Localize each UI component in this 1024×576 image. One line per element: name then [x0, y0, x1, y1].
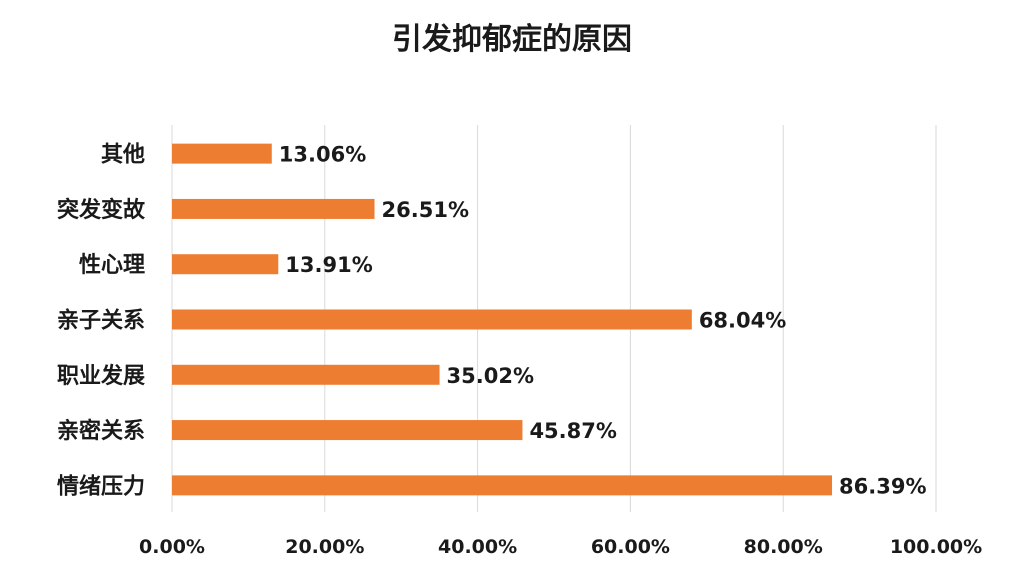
- data-label: 68.04%: [699, 309, 786, 333]
- x-tick-label: 100.00%: [890, 536, 982, 558]
- bar: [172, 364, 440, 385]
- category-label: 亲密关系: [57, 418, 145, 444]
- bar: [172, 309, 692, 330]
- x-tick-label: 80.00%: [744, 536, 823, 558]
- data-label: 35.02%: [447, 364, 534, 388]
- category-label: 性心理: [79, 253, 145, 278]
- bar: [172, 475, 833, 496]
- bar: [172, 143, 272, 164]
- category-label: 其他: [101, 143, 145, 168]
- bar: [172, 254, 279, 275]
- x-tick-label: 0.00%: [139, 536, 205, 558]
- chart-title: 引发抑郁症的原因: [392, 22, 632, 57]
- category-label: 情绪压力: [57, 473, 145, 499]
- bar: [172, 420, 523, 441]
- x-tick-label: 60.00%: [591, 536, 670, 558]
- category-label: 突发变故: [57, 197, 146, 223]
- bar: [172, 198, 375, 219]
- data-label: 86.39%: [839, 474, 926, 498]
- data-label: 45.87%: [529, 419, 616, 443]
- category-label: 职业发展: [57, 363, 145, 389]
- x-tick-label: 40.00%: [438, 536, 517, 558]
- data-label: 26.51%: [382, 198, 469, 222]
- category-label: 亲子关系: [57, 309, 145, 334]
- data-label: 13.91%: [285, 253, 372, 277]
- data-label: 13.06%: [279, 143, 366, 167]
- x-tick-label: 20.00%: [285, 536, 364, 558]
